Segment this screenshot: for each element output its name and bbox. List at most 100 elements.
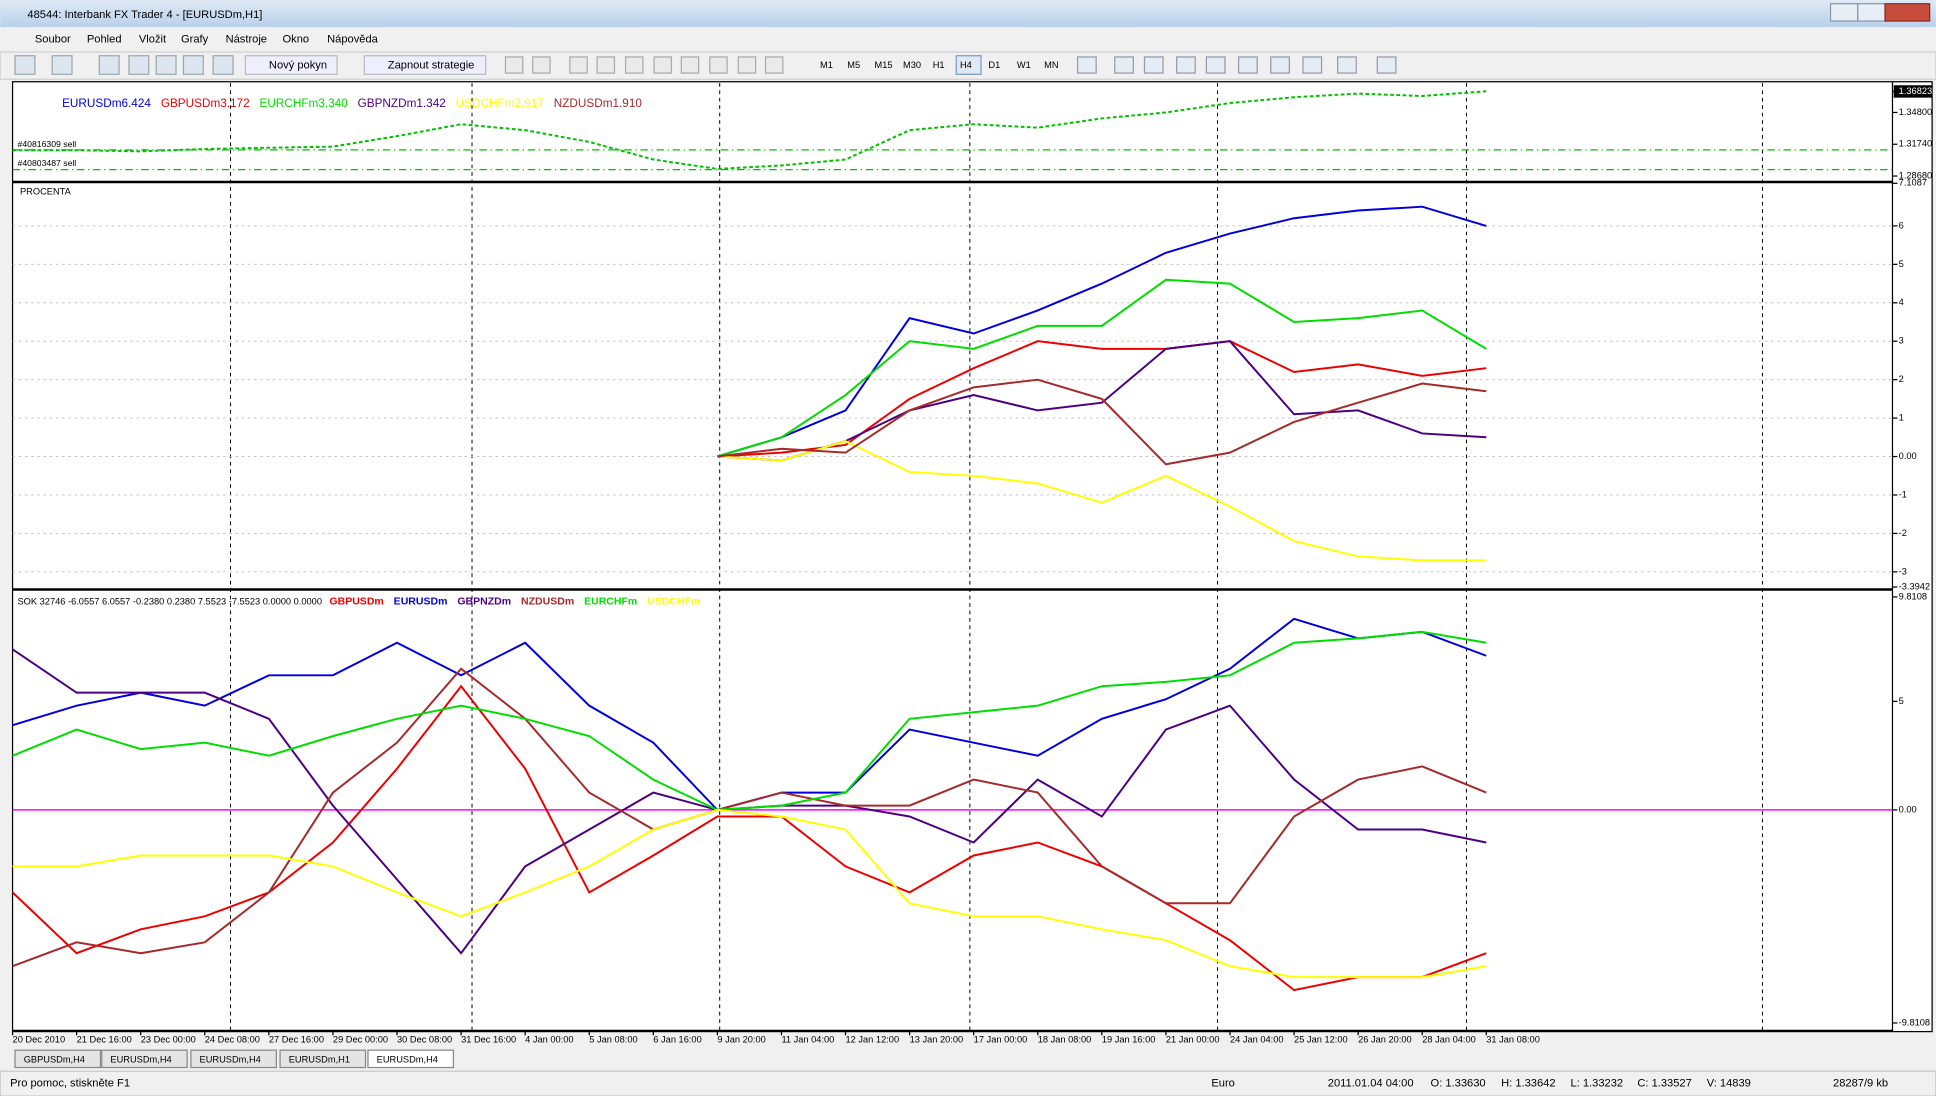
toolbar-button[interactable] <box>737 56 757 74</box>
legend-entry: EURUSDm6.424 <box>62 97 151 110</box>
toolbar-button[interactable] <box>1114 56 1134 74</box>
x-tick-label: 23 Dec 00:00 <box>141 1035 196 1045</box>
status-traffic: 28287/9 kb <box>1833 1078 1888 1090</box>
timeframe-button[interactable]: W1 <box>1017 60 1031 70</box>
y-tick-label: 1.36823 <box>1899 86 1933 96</box>
y-tick-label: 4 <box>1899 297 1904 307</box>
close-button[interactable] <box>1884 3 1931 22</box>
legend-entry: USDCHFm <box>647 596 700 608</box>
maximize-button[interactable] <box>1857 3 1886 22</box>
toolbar-button[interactable] <box>653 56 673 74</box>
toolbar-button[interactable] <box>504 56 524 74</box>
toolbar-button[interactable] <box>709 56 728 74</box>
y-tick-label: -2 <box>1899 528 1907 538</box>
toolbar-button[interactable] <box>14 55 36 75</box>
menu-item[interactable]: Grafy <box>181 34 209 46</box>
y-tick-label: 7.1087 <box>1899 178 1927 188</box>
toolbar-button[interactable] <box>680 56 700 74</box>
order-label: #40803487 sell <box>18 158 77 168</box>
y-tick-label: 9.8108 <box>1899 591 1927 601</box>
toolbar-button[interactable] <box>532 56 551 74</box>
legend-entry: NZDUSDm1.910 <box>554 97 643 110</box>
indicator-title: PROCENTA <box>20 186 72 196</box>
chart-tab[interactable] <box>279 1049 367 1069</box>
chart-tab-label: EURUSDm,H4 <box>110 1055 171 1065</box>
status-help: Pro pomoc, stiskněte F1 <box>10 1078 130 1090</box>
toolbar-label: Zapnout strategie <box>388 60 475 72</box>
timeframe-button[interactable]: H1 <box>933 60 945 70</box>
toolbar-button[interactable] <box>1205 56 1226 74</box>
x-tick-label: 4 Jan 00:00 <box>525 1035 573 1045</box>
minimize-button[interactable] <box>1829 3 1859 22</box>
series-line <box>12 667 1487 968</box>
menu-item[interactable]: Nápověda <box>327 34 379 46</box>
menu-item[interactable]: Vložit <box>139 34 167 46</box>
menu-item[interactable]: Soubor <box>35 34 71 46</box>
series-line <box>717 440 1487 562</box>
timeframe-button[interactable]: MN <box>1044 60 1058 70</box>
timeframe-button[interactable]: M5 <box>847 60 860 70</box>
toolbar-button[interactable] <box>1376 56 1397 74</box>
y-tick-label: 5 <box>1899 696 1904 706</box>
toolbar-button[interactable] <box>128 55 150 75</box>
current-price-box <box>1893 85 1933 98</box>
toolbar-button[interactable] <box>1270 56 1290 74</box>
chart-tab[interactable] <box>101 1049 188 1069</box>
indicator-title: SOK 32746 -6.0557 6.0557 -0.2380 0.2380 … <box>18 596 322 606</box>
order-label: #40816309 sell <box>18 139 77 149</box>
toolbar-button[interactable] <box>363 55 487 75</box>
y-tick-label: 5 <box>1899 259 1904 269</box>
timeframe-button[interactable]: H4 <box>960 60 972 70</box>
series-line <box>717 378 1487 466</box>
toolbar-button[interactable] <box>1302 56 1323 74</box>
toolbar-button[interactable] <box>1143 56 1164 74</box>
y-tick-label: 1 <box>1899 413 1904 423</box>
toolbar-button[interactable] <box>1337 56 1357 74</box>
toolbar-button[interactable] <box>1076 56 1097 74</box>
y-tick-label: 3 <box>1899 336 1904 346</box>
series-line <box>717 278 1487 458</box>
status-time: 2011.01.04 04:00 <box>1328 1078 1414 1090</box>
y-tick-label: -9.8108 <box>1899 1017 1930 1027</box>
legend-entry: NZDUSDm <box>521 596 574 608</box>
chart-tab[interactable] <box>190 1049 277 1069</box>
toolbar-button[interactable] <box>51 55 73 75</box>
toolbar-button[interactable] <box>624 56 644 74</box>
timeframe-button[interactable]: M1 <box>820 60 833 70</box>
x-tick-label: 31 Jan 08:00 <box>1486 1035 1540 1045</box>
toolbar-button[interactable] <box>1176 56 1196 74</box>
toolbar-button[interactable] <box>98 55 120 75</box>
timeframe-button[interactable]: M15 <box>874 60 892 70</box>
x-tick-label: 31 Dec 16:00 <box>461 1035 516 1045</box>
x-tick-label: 9 Jan 20:00 <box>717 1035 765 1045</box>
x-tick-label: 20 Dec 2010 <box>13 1035 66 1045</box>
y-tick-label: 0.00 <box>1899 451 1917 461</box>
chart-tab-label: EURUSDm,H1 <box>289 1055 350 1065</box>
timeframe-button[interactable]: D1 <box>988 60 1000 70</box>
menu-item[interactable]: Nástroje <box>226 34 267 46</box>
x-tick-label: 5 Jan 08:00 <box>589 1035 637 1045</box>
x-tick-label: 17 Jan 00:00 <box>974 1035 1028 1045</box>
timeframe-button[interactable]: M30 <box>903 60 921 70</box>
toolbar-button[interactable] <box>182 55 204 75</box>
menu-item[interactable]: Okno <box>283 34 310 46</box>
toolbar-button[interactable] <box>596 56 616 74</box>
x-tick-label: 25 Jan 12:00 <box>1294 1035 1348 1045</box>
chart-tab[interactable] <box>367 1049 455 1069</box>
y-tick-label: 0.00 <box>1899 804 1917 814</box>
series-line <box>12 630 1487 811</box>
toolbar-button[interactable] <box>1237 56 1258 74</box>
chart-tab[interactable] <box>14 1049 102 1069</box>
toolbar-button[interactable] <box>764 56 784 74</box>
toolbar-button[interactable] <box>155 55 177 75</box>
toolbar-button[interactable] <box>212 55 234 75</box>
x-tick-label: 24 Dec 08:00 <box>205 1035 260 1045</box>
x-tick-label: 28 Jan 04:00 <box>1422 1035 1476 1045</box>
toolbar-button[interactable] <box>569 56 588 74</box>
series-line <box>717 340 1487 458</box>
menu-item[interactable]: Pohled <box>87 34 122 46</box>
toolbar-label: Nový pokyn <box>269 60 327 72</box>
legend-entry: EURCHFm3.340 <box>260 97 349 110</box>
toolbar-button[interactable] <box>244 55 338 75</box>
